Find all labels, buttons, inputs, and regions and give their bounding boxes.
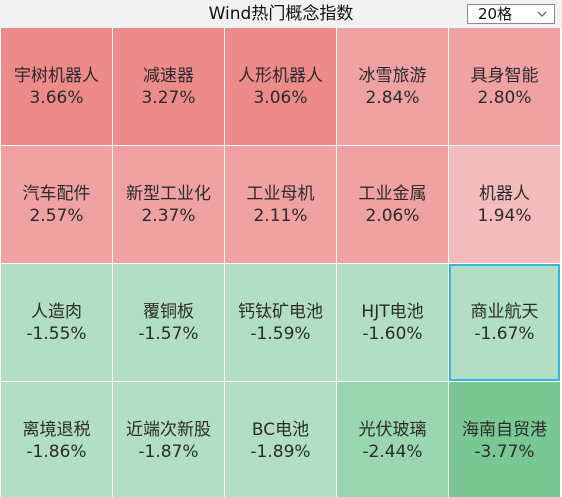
concept-name: 具身智能 <box>470 65 539 86</box>
concept-tile[interactable]: 宇树机器人 3.66% <box>1 28 112 145</box>
concept-name: 商业航天 <box>470 301 539 322</box>
concept-change: -1.57% <box>138 323 199 344</box>
concept-change: 2.06% <box>365 205 420 226</box>
concept-tile[interactable]: 人形机器人 3.06% <box>225 28 336 145</box>
concept-tile[interactable]: 减速器 3.27% <box>113 28 224 145</box>
tile-count-select[interactable]: 20格 <box>467 4 555 24</box>
concept-change: -1.55% <box>26 323 87 344</box>
concept-change: -1.67% <box>474 323 535 344</box>
concept-name: BC电池 <box>251 419 310 440</box>
concept-tile[interactable]: 覆铜板 -1.57% <box>113 264 224 381</box>
concept-name: 汽车配件 <box>22 183 91 204</box>
heatmap-grid: 宇树机器人 3.66% 减速器 3.27% 人形机器人 3.06% 冰雪旅游 2.84% 具身智… <box>1 28 562 497</box>
concept-tile[interactable]: 新型工业化 2.37% <box>113 146 224 263</box>
concept-name: 新型工业化 <box>126 183 211 204</box>
concept-change: -1.59% <box>250 323 311 344</box>
concept-change: -1.86% <box>26 441 87 462</box>
concept-name: 近端次新股 <box>126 419 211 440</box>
concept-tile[interactable]: BC电池 -1.89% <box>225 382 336 497</box>
concept-change: 3.66% <box>29 87 84 108</box>
concept-name: 机器人 <box>479 183 530 204</box>
concept-change: 2.80% <box>477 87 532 108</box>
concept-tile[interactable]: 具身智能 2.80% <box>449 28 560 145</box>
concept-tile[interactable]: 冰雪旅游 2.84% <box>337 28 448 145</box>
concept-tile[interactable]: 光伏玻璃 -2.44% <box>337 382 448 497</box>
concept-change: -3.77% <box>474 441 535 462</box>
concept-tile[interactable]: 人造肉 -1.55% <box>1 264 112 381</box>
concept-tile[interactable]: 钙钛矿电池 -1.59% <box>225 264 336 381</box>
concept-change: -1.87% <box>138 441 199 462</box>
concept-change: -1.89% <box>250 441 311 462</box>
concept-change: 2.57% <box>29 205 84 226</box>
concept-change: 3.27% <box>141 87 196 108</box>
header-bar: Wind热门概念指数 20格 <box>0 0 562 28</box>
concept-tile[interactable]: 机器人 1.94% <box>449 146 560 263</box>
chevron-down-icon <box>537 11 547 17</box>
concept-tile[interactable]: HJT电池 -1.60% <box>337 264 448 381</box>
concept-name: 海南自贸港 <box>462 419 547 440</box>
concept-tile[interactable]: 工业金属 2.06% <box>337 146 448 263</box>
concept-name: HJT电池 <box>361 301 424 322</box>
widget-title: Wind热门概念指数 <box>208 4 354 24</box>
concept-tile[interactable]: 商业航天 -1.67% <box>449 264 560 381</box>
concept-change: 2.37% <box>141 205 196 226</box>
concept-change: 2.11% <box>253 205 308 226</box>
concept-change: 2.84% <box>365 87 420 108</box>
concept-change: -1.60% <box>362 323 423 344</box>
concept-change: -2.44% <box>362 441 423 462</box>
concept-name: 钙钛矿电池 <box>238 301 323 322</box>
concept-tile[interactable]: 海南自贸港 -3.77% <box>449 382 560 497</box>
concept-tile[interactable]: 工业母机 2.11% <box>225 146 336 263</box>
concept-name: 人形机器人 <box>238 65 323 86</box>
concept-name: 减速器 <box>143 65 194 86</box>
concept-name: 覆铜板 <box>143 301 194 322</box>
concept-tile[interactable]: 离境退税 -1.86% <box>1 382 112 497</box>
concept-change: 3.06% <box>253 87 308 108</box>
concept-tile[interactable]: 近端次新股 -1.87% <box>113 382 224 497</box>
concept-name: 宇树机器人 <box>14 65 99 86</box>
concept-name: 离境退税 <box>22 419 91 440</box>
concept-name: 工业母机 <box>246 183 315 204</box>
concept-tile[interactable]: 汽车配件 2.57% <box>1 146 112 263</box>
concept-name: 冰雪旅游 <box>358 65 427 86</box>
concept-name: 光伏玻璃 <box>358 419 427 440</box>
concept-name: 人造肉 <box>31 301 82 322</box>
tile-count-value: 20格 <box>478 5 513 23</box>
concept-change: 1.94% <box>477 205 532 226</box>
concept-name: 工业金属 <box>358 183 427 204</box>
